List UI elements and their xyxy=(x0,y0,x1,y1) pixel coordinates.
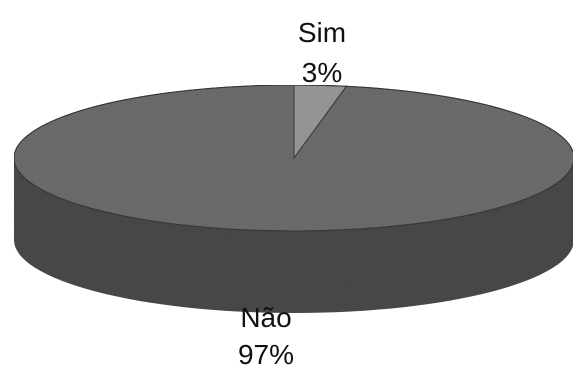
pie-top-outline xyxy=(13,84,573,232)
label-nao: Não xyxy=(240,302,291,333)
label-sim: Sim xyxy=(298,17,346,48)
value-label-nao: 97% xyxy=(238,339,294,369)
pie-side-wall xyxy=(14,158,573,313)
value-label-sim: 3% xyxy=(302,57,342,88)
pie-slice-nao xyxy=(13,84,573,232)
